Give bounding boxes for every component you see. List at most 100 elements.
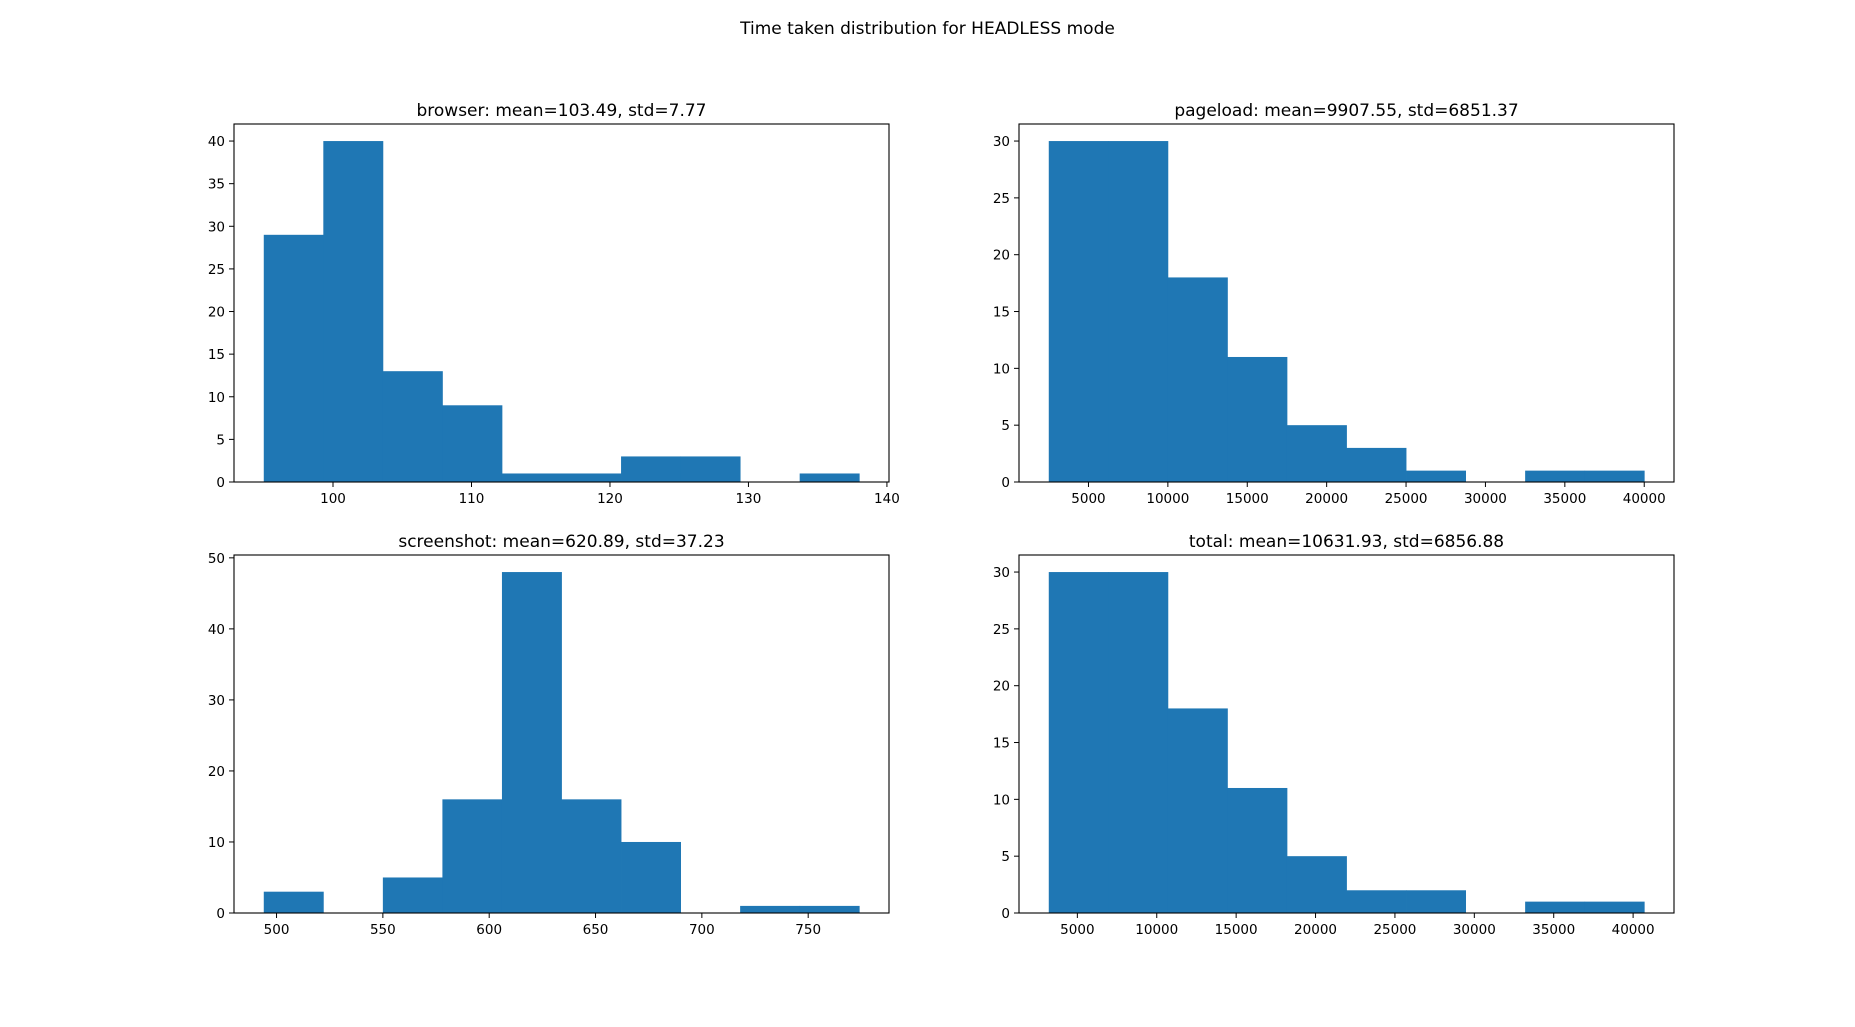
x-tick-label-total-1: 10000 [1135,922,1178,938]
x-tick-label-total-3: 20000 [1294,922,1337,938]
y-tick-label-total-2: 10 [993,792,1010,808]
hist-bar-screenshot-9 [799,905,860,913]
y-tick-label-total-6: 30 [993,565,1010,581]
y-tick-label-screenshot-4: 40 [208,622,225,638]
x-tick-label-screenshot-0: 500 [264,922,290,938]
plot-area-pageload: 5000 10000 15000 20000 25000 30000 35000 40000 0… [993,123,1675,507]
y-tick-label-browser-5: 25 [208,262,225,278]
hist-bar-screenshot-4 [501,572,562,913]
plot-area-screenshot: 500 550 600 650 700 750 0 10 20 30 40 50 [208,551,890,938]
y-tick-label-pageload-5: 25 [993,191,1010,207]
x-tick-label-pageload-5: 30000 [1464,491,1507,507]
subplot-screenshot: 500 550 600 650 700 750 0 10 20 30 40 50 screenshot… [208,532,890,938]
hist-bar-total-3 [1227,787,1288,913]
x-tick-label-browser-2: 120 [597,491,623,507]
hist-bar-screenshot-0 [263,891,324,913]
subplot-title-pageload: pageload: mean=9907.55, std=6851.37 [1174,101,1518,121]
hist-bar-browser-0 [263,234,324,482]
y-tick-label-total-0: 0 [1001,906,1010,922]
x-tick-label-screenshot-1: 550 [370,922,396,938]
y-tick-label-browser-2: 10 [208,390,225,406]
hist-bar-pageload-5 [1346,447,1407,482]
x-tick-label-pageload-4: 25000 [1385,491,1428,507]
hist-bar-pageload-0 [1048,141,1109,483]
hist-bar-screenshot-8 [740,905,801,913]
hist-bar-browser-3 [442,405,503,482]
y-tick-label-pageload-3: 15 [993,305,1010,321]
x-tick-label-pageload-0: 5000 [1071,491,1105,507]
y-tick-label-pageload-4: 20 [993,248,1010,264]
y-tick-label-browser-0: 0 [216,475,225,491]
x-tick-label-browser-0: 100 [320,491,346,507]
x-tick-label-browser-1: 110 [459,491,485,507]
axes-frame-pageload [1018,123,1675,483]
y-tick-label-browser-8: 40 [208,134,225,150]
hist-bar-browser-7 [680,456,741,482]
hist-bar-screenshot-6 [621,841,681,913]
y-tick-label-browser-1: 5 [216,432,225,448]
hist-bar-pageload-2 [1167,277,1228,482]
hist-bar-browser-4 [501,473,562,482]
x-tick-label-pageload-7: 40000 [1623,491,1666,507]
hist-bar-pageload-9 [1584,470,1645,482]
y-tick-label-total-3: 15 [993,736,1010,752]
y-tick-label-screenshot-1: 10 [208,835,225,851]
hist-bar-browser-9 [799,473,860,482]
x-tick-label-pageload-6: 35000 [1543,491,1586,507]
figure-suptitle: Time taken distribution for HEADLESS mod… [739,19,1115,39]
y-tick-label-pageload-2: 10 [993,361,1010,377]
y-tick-label-browser-7: 35 [208,177,225,193]
y-tick-label-screenshot-5: 50 [208,551,225,567]
y-tick-label-browser-3: 15 [208,347,225,363]
axes-frame-total [1018,554,1675,914]
y-tick-label-total-5: 25 [993,622,1010,638]
hist-bar-screenshot-5 [561,799,622,913]
y-tick-label-total-4: 20 [993,679,1010,695]
x-tick-label-pageload-3: 20000 [1305,491,1348,507]
subplot-title-screenshot: screenshot: mean=620.89, std=37.23 [398,532,724,552]
hist-bar-total-0 [1048,572,1109,913]
y-tick-label-total-1: 5 [1001,849,1010,865]
y-tick-label-screenshot-3: 30 [208,693,225,709]
hist-bar-total-8 [1525,901,1586,913]
y-tick-label-browser-4: 20 [208,305,225,321]
hist-bar-total-4 [1286,856,1347,913]
x-tick-label-total-2: 15000 [1215,922,1258,938]
hist-bar-browser-1 [323,141,384,483]
plot-area-total: 5000 10000 15000 20000 25000 30000 35000 40000 0… [993,554,1675,938]
hist-bar-total-9 [1584,901,1645,913]
x-tick-label-total-4: 25000 [1373,922,1416,938]
x-tick-label-total-5: 30000 [1453,922,1496,938]
y-tick-label-browser-6: 30 [208,219,225,235]
y-tick-label-screenshot-0: 0 [216,906,225,922]
hist-bar-pageload-4 [1286,425,1347,482]
hist-bar-total-2 [1167,708,1228,913]
hist-bar-screenshot-2 [382,877,443,913]
x-tick-label-total-0: 5000 [1060,922,1094,938]
subplot-pageload: 5000 10000 15000 20000 25000 30000 35000 40000 0… [993,101,1675,507]
x-tick-label-pageload-1: 10000 [1146,491,1189,507]
x-tick-label-screenshot-2: 600 [476,922,502,938]
hist-bar-total-5 [1346,890,1407,913]
x-tick-label-pageload-2: 15000 [1226,491,1269,507]
subplot-total: 5000 10000 15000 20000 25000 30000 35000 40000 0… [993,532,1675,938]
hist-bar-pageload-8 [1525,470,1586,482]
x-tick-label-screenshot-4: 700 [689,922,715,938]
hist-bar-pageload-1 [1108,141,1169,483]
hist-bar-screenshot-3 [442,799,503,913]
subplot-browser: 100 110 120 130 140 0 5 10 15 20 25 30 35 40 browser:… [208,101,900,507]
x-tick-label-total-7: 40000 [1612,922,1655,938]
y-tick-label-pageload-1: 5 [1001,418,1010,434]
hist-bar-total-1 [1108,572,1169,913]
hist-bar-browser-5 [561,473,622,482]
hist-bar-pageload-3 [1227,356,1288,482]
y-tick-label-pageload-6: 30 [993,134,1010,150]
plot-area-browser: 100 110 120 130 140 0 5 10 15 20 25 30 35 40 [208,123,900,507]
hist-bar-browser-6 [621,456,681,482]
y-tick-label-pageload-0: 0 [1001,475,1010,491]
x-tick-label-browser-3: 130 [736,491,762,507]
subplot-title-browser: browser: mean=103.49, std=7.77 [416,101,706,121]
axes-frame-browser [233,123,890,483]
